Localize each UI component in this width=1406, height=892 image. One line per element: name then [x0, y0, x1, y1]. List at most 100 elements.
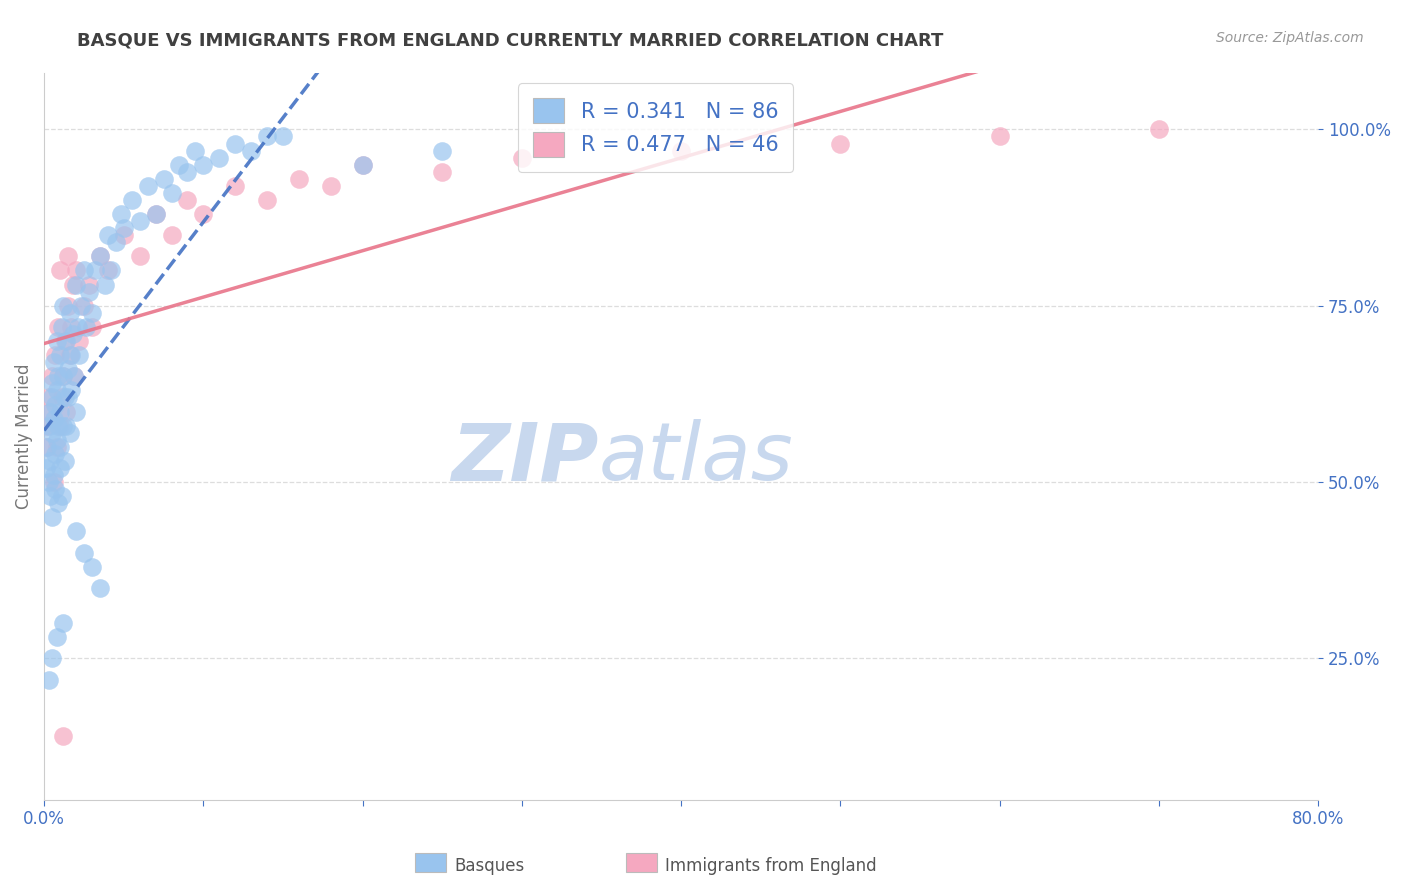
Point [52, 616, 75, 631]
Point [35, 418, 58, 433]
Point [89, 581, 111, 595]
Point [48, 418, 70, 433]
Point [112, 221, 135, 235]
Point [256, 193, 278, 207]
Point [39, 489, 62, 503]
Point [42, 468, 65, 483]
Point [73, 263, 96, 277]
Point [319, 178, 342, 193]
Point [208, 151, 231, 165]
Text: BASQUE VS IMMIGRANTS FROM ENGLAND CURRENTLY MARRIED CORRELATION CHART: BASQUE VS IMMIGRANTS FROM ENGLAND CURREN… [77, 31, 943, 49]
Point [45, 630, 67, 644]
Point [224, 178, 246, 193]
Point [67, 334, 90, 348]
Point [44, 397, 66, 411]
Point [56, 391, 79, 405]
Point [52, 369, 75, 384]
Point [42, 355, 65, 369]
Point [38, 391, 60, 405]
Point [89, 249, 111, 263]
Point [48, 319, 70, 334]
Point [58, 348, 80, 362]
Point [39, 454, 62, 468]
Point [48, 496, 70, 510]
Point [69, 299, 91, 313]
Point [73, 546, 96, 560]
Point [55, 418, 77, 433]
Point [89, 249, 111, 263]
Point [45, 334, 67, 348]
Point [37, 440, 59, 454]
Point [75, 319, 97, 334]
Point [988, 129, 1011, 144]
Point [41, 369, 63, 384]
Point [56, 249, 79, 263]
Point [110, 207, 132, 221]
Point [104, 235, 127, 250]
Point [44, 482, 66, 496]
Point [1147, 122, 1170, 136]
Point [65, 277, 87, 292]
Point [65, 524, 87, 539]
Point [176, 193, 198, 207]
Point [136, 178, 159, 193]
Y-axis label: Currently Married: Currently Married [15, 364, 32, 509]
Point [80, 306, 103, 320]
Point [42, 411, 65, 425]
Point [77, 277, 100, 292]
Point [41, 391, 63, 405]
Point [100, 263, 122, 277]
Point [56, 362, 79, 376]
Text: Source: ZipAtlas.com: Source: ZipAtlas.com [1216, 31, 1364, 45]
Point [66, 319, 89, 334]
Point [65, 263, 87, 277]
Point [240, 144, 263, 158]
Point [52, 299, 75, 313]
Point [38, 673, 60, 687]
Point [49, 348, 72, 362]
Point [60, 384, 83, 398]
Point [288, 171, 311, 186]
Point [145, 207, 167, 221]
Point [62, 326, 84, 341]
Point [432, 144, 454, 158]
Point [44, 348, 66, 362]
Text: Basques: Basques [454, 857, 524, 875]
Point [65, 404, 87, 418]
Point [121, 193, 143, 207]
Point [56, 299, 79, 313]
Point [112, 228, 135, 243]
Point [256, 129, 278, 144]
Legend: R = 0.341   N = 86, R = 0.477   N = 46: R = 0.341 N = 86, R = 0.477 N = 46 [519, 83, 793, 172]
Point [49, 404, 72, 418]
Point [160, 186, 183, 200]
Point [41, 510, 63, 524]
Point [39, 404, 62, 418]
Point [41, 376, 63, 391]
Point [41, 425, 63, 440]
Point [52, 369, 75, 384]
Point [45, 440, 67, 454]
Point [45, 433, 67, 447]
Point [39, 404, 62, 418]
Point [271, 129, 294, 144]
Point [35, 461, 58, 475]
Point [55, 334, 77, 348]
Point [51, 391, 73, 405]
Point [45, 384, 67, 398]
Point [67, 348, 90, 362]
Point [44, 447, 66, 461]
Point [224, 136, 246, 151]
Point [53, 334, 76, 348]
Point [58, 425, 80, 440]
Point [38, 475, 60, 489]
Point [52, 418, 75, 433]
Point [42, 475, 65, 489]
Point [184, 144, 207, 158]
Point [63, 369, 86, 384]
Point [97, 263, 120, 277]
Point [97, 228, 120, 243]
Point [80, 559, 103, 574]
Point [352, 158, 374, 172]
Point [510, 151, 533, 165]
